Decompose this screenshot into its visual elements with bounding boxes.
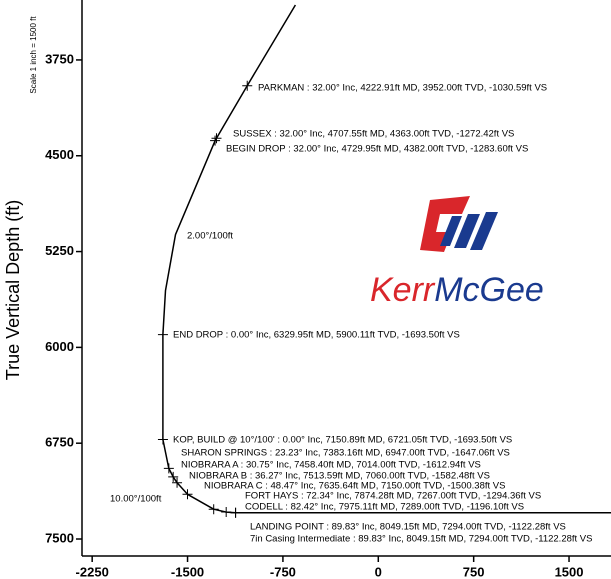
station-label: NIOBRARA B : 36.27° Inc, 7513.59ft MD, 7… <box>189 471 490 482</box>
logo: KerrMcGee <box>370 196 544 309</box>
station-marker <box>157 329 168 340</box>
x-tick-label: 1500 <box>555 564 584 579</box>
logo-text-part: Kerr <box>370 271 436 309</box>
rate-label: 10.00°/100ft <box>110 494 162 505</box>
station-marker <box>242 80 253 91</box>
station-label: FORT HAYS : 72.34° Inc, 7874.28ft MD, 72… <box>245 491 541 502</box>
station-label: CODELL : 82.42° Inc, 7975.11ft MD, 7289.… <box>245 502 524 513</box>
x-tick-label: -750 <box>270 564 296 579</box>
x-tick-label: 0 <box>375 564 382 579</box>
station-marker <box>208 504 219 515</box>
station-marker <box>221 507 232 518</box>
station-label: LANDING POINT : 89.83° Inc, 8049.15ft MD… <box>250 522 566 533</box>
station-label: 7in Casing Intermediate : 89.83° Inc, 80… <box>250 534 592 545</box>
logo-text: KerrMcGee <box>370 271 544 309</box>
station-marker <box>163 463 174 474</box>
y-tick-label: 5250 <box>45 243 74 258</box>
station-label: SHARON SPRINGS : 23.23° Inc, 7383.16ft M… <box>181 448 510 459</box>
station-label: NIOBRARA C : 48.47° Inc, 7635.64ft MD, 7… <box>204 481 505 492</box>
station-label: BEGIN DROP : 32.00° Inc, 4729.95ft MD, 4… <box>226 144 528 155</box>
station-marker <box>168 471 179 482</box>
station-marker <box>172 477 183 488</box>
x-tick-label: 750 <box>463 564 485 579</box>
logo-mark <box>454 214 480 248</box>
station-label: END DROP : 0.00° Inc, 6329.95ft MD, 5900… <box>173 330 460 341</box>
station-marker <box>211 133 222 144</box>
y-axis-label: True Vertical Depth (ft) <box>3 200 23 380</box>
station-label: KOP, BUILD @ 10°/100' : 0.00° Inc, 7150.… <box>173 435 512 446</box>
x-tick-label: -2250 <box>76 564 109 579</box>
logo-text-part: McGee <box>434 271 544 309</box>
station-label: SUSSEX : 32.00° Inc, 4707.55ft MD, 4363.… <box>233 129 514 140</box>
station-marker <box>182 489 193 500</box>
logo-mark <box>470 212 498 250</box>
scale-note: Scale 1 inch = 1500 ft <box>29 16 38 94</box>
y-tick-label: 6750 <box>45 435 74 450</box>
station-marker <box>210 135 221 146</box>
station-label: PARKMAN : 32.00° Inc, 4222.91ft MD, 3952… <box>258 83 547 94</box>
y-tick-label: 7500 <box>45 530 74 545</box>
rate-label: 2.00°/100ft <box>187 231 233 242</box>
y-tick-label: 6000 <box>45 339 74 354</box>
logo-mark <box>420 196 470 252</box>
station-marker <box>230 507 241 518</box>
y-tick-label: 3750 <box>45 51 74 66</box>
y-tick-label: 4500 <box>45 147 74 162</box>
station-marker <box>157 434 168 445</box>
x-tick-label: -1500 <box>171 564 204 579</box>
station-label: NIOBRARA A : 30.75° Inc, 7458.40ft MD, 7… <box>181 460 481 471</box>
logo-mark <box>440 216 462 246</box>
